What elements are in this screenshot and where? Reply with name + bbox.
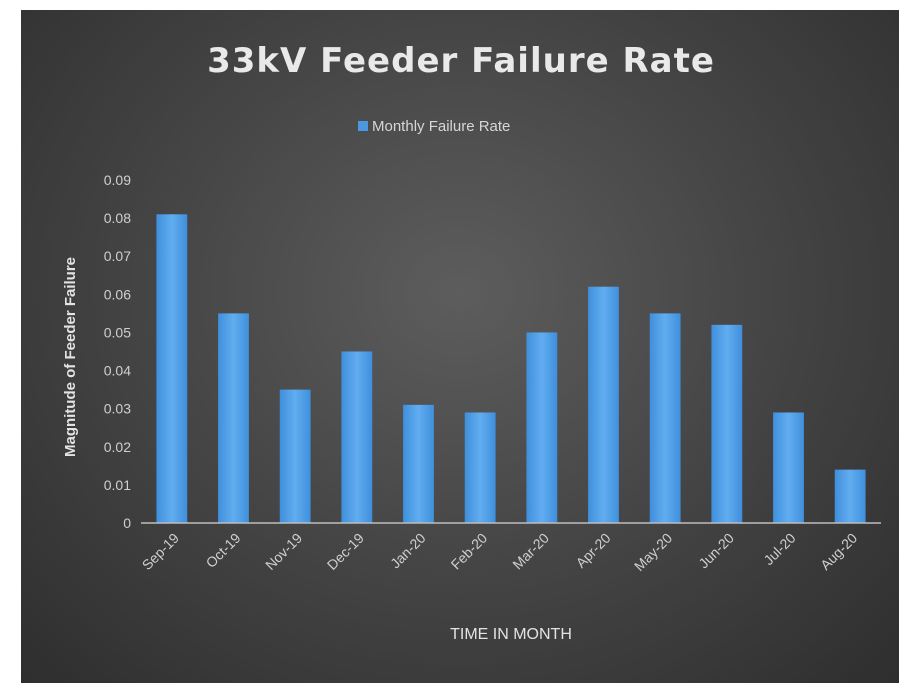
y-tick-label: 0.02 [104,439,131,455]
x-tick-label: Jun-20 [695,530,737,572]
x-tick-label: Sep-19 [139,530,182,573]
x-axis-ticks: Sep-19 Oct-19 Nov-19 Dec-19 Jan-20 Feb-20 Mar-… [139,530,861,574]
bar [526,332,558,523]
x-tick-label: Mar-20 [509,530,552,573]
y-tick-label: 0.08 [104,210,131,226]
x-tick-label: Jan-20 [387,530,429,572]
bar [218,313,249,523]
bar [464,412,496,523]
bar [773,412,804,523]
bar-chart: 33kV Feeder Failure Rate Monthly Failure… [62,41,881,643]
bar [588,286,619,523]
y-axis-title: Magnitude of Feeder Failure [62,257,79,457]
y-tick-label: 0.04 [104,363,131,379]
legend-label: Monthly Failure Rate [372,118,510,135]
y-tick-label: 0.03 [104,401,131,417]
bar [834,469,866,523]
x-tick-label: Feb-20 [448,530,491,573]
bar [156,214,188,524]
y-tick-label: 0.01 [104,477,131,493]
bars [156,214,866,524]
legend-swatch [358,121,368,131]
y-tick-label: 0.06 [104,286,131,302]
y-tick-label: 0 [123,515,131,531]
chart-area: 33kV Feeder Failure Rate Monthly Failure… [21,10,899,683]
x-tick-label: Apr-20 [573,530,614,571]
x-tick-label: Jul-20 [760,530,798,568]
legend: Monthly Failure Rate [358,118,510,135]
y-tick-label: 0.09 [104,172,131,188]
x-axis-title: TIME IN MONTH [450,626,572,643]
x-tick-label: May-20 [631,530,675,574]
bar [711,324,743,523]
x-tick-label: Dec-19 [324,530,367,573]
bar [341,351,373,523]
y-tick-label: 0.05 [104,324,131,340]
x-tick-label: Nov-19 [262,530,305,573]
y-tick-label: 0.07 [104,248,131,264]
bar [649,313,681,523]
y-axis-ticks: 0 0.01 0.02 0.03 0.04 0.05 0.06 0.07 0.08 0.09 [104,172,131,531]
x-tick-label: Oct-19 [203,530,244,571]
bar [279,389,311,523]
bar [403,404,434,523]
x-tick-label: Aug-20 [817,530,860,573]
chart-title: 33kV Feeder Failure Rate [207,41,715,81]
